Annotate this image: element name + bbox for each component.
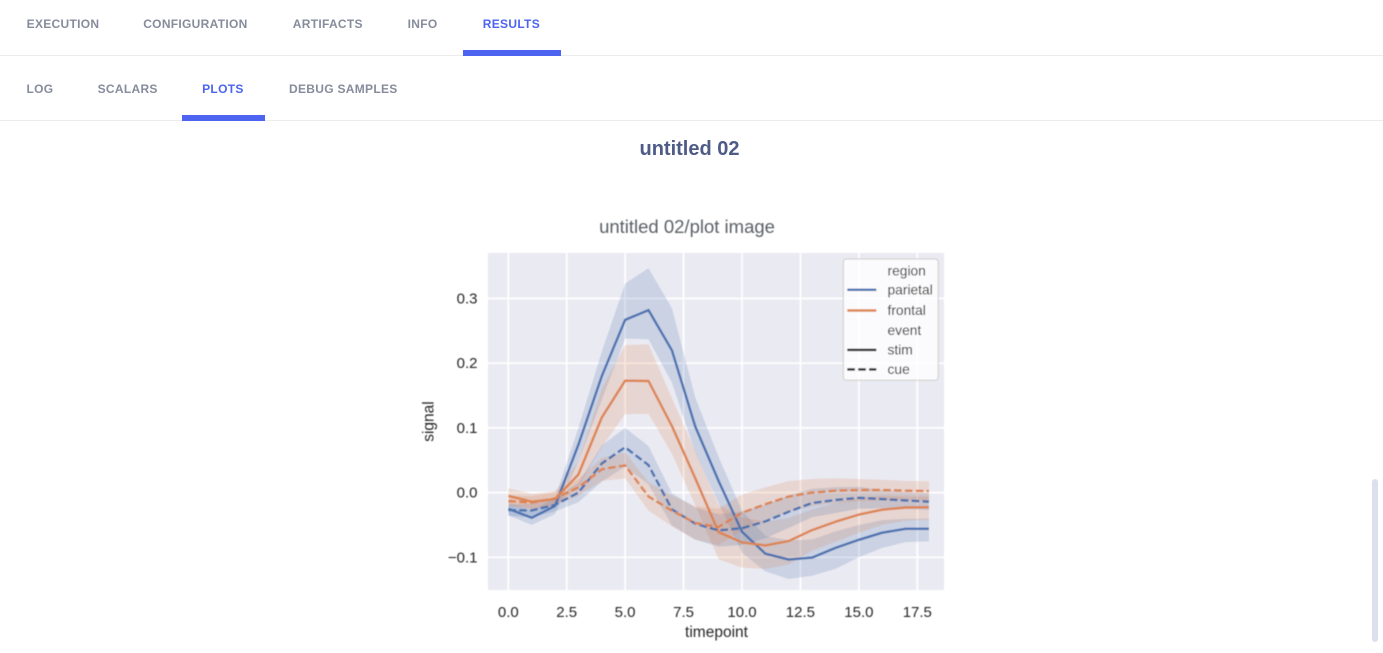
svg-text:5.0: 5.0 <box>615 604 636 621</box>
svg-text:parietal: parietal <box>888 283 933 298</box>
svg-text:stim: stim <box>888 343 913 358</box>
svg-text:15.0: 15.0 <box>844 604 873 621</box>
svg-text:10.0: 10.0 <box>727 604 756 621</box>
svg-text:17.5: 17.5 <box>903 604 932 621</box>
svg-text:event: event <box>888 323 922 338</box>
svg-text:region: region <box>888 264 926 279</box>
svg-text:0.0: 0.0 <box>457 485 478 502</box>
svg-text:timepoint: timepoint <box>685 624 749 641</box>
svg-text:cue: cue <box>888 362 911 377</box>
svg-text:0.1: 0.1 <box>457 420 478 437</box>
svg-text:untitled 02/plot image: untitled 02/plot image <box>599 216 775 237</box>
svg-text:signal: signal <box>420 401 437 442</box>
svg-text:−0.1: −0.1 <box>448 549 478 566</box>
svg-text:0.2: 0.2 <box>457 355 478 372</box>
svg-text:7.5: 7.5 <box>673 604 694 621</box>
svg-text:12.5: 12.5 <box>786 604 815 621</box>
svg-text:0.3: 0.3 <box>457 291 478 308</box>
svg-text:2.5: 2.5 <box>556 604 577 621</box>
svg-text:0.0: 0.0 <box>498 604 519 621</box>
svg-text:frontal: frontal <box>888 303 926 318</box>
